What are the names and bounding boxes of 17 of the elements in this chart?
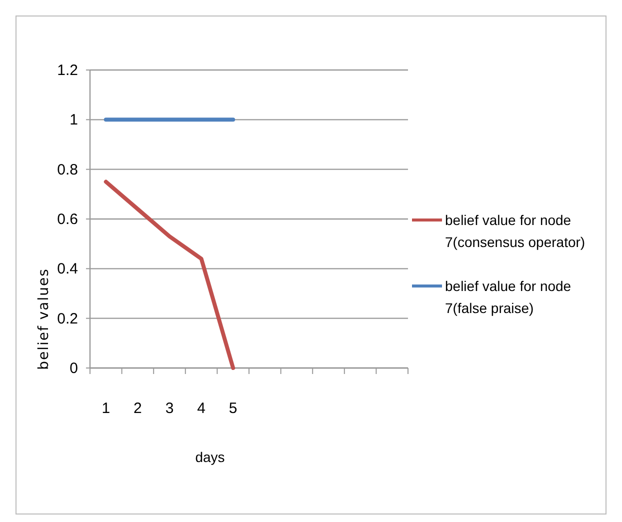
y-tick-label: 0.4: [57, 260, 78, 278]
x-tick-label: 5: [228, 400, 238, 417]
y-tick-label: 0.6: [57, 211, 78, 228]
x-axis-title: days: [195, 449, 225, 465]
y-tick-label: 1.2: [57, 62, 78, 79]
x-tick-label: 4: [197, 400, 206, 417]
y-tick-label: 0.8: [57, 161, 78, 178]
line-series: [104, 180, 236, 370]
y-tick-label: 0: [70, 360, 78, 377]
x-tick-label: 3: [165, 400, 174, 417]
x-tick-label: 2: [134, 400, 142, 417]
x-tick-label: 1: [102, 400, 110, 417]
y-tick-label: 1: [70, 112, 78, 129]
legend-label: belief value for node 7(consensus operator): [445, 212, 586, 250]
legend-label: belief value for node 7(false praise): [445, 278, 572, 316]
y-tick-label: 0.2: [57, 310, 78, 328]
y-axis-title: belief values: [36, 268, 52, 370]
